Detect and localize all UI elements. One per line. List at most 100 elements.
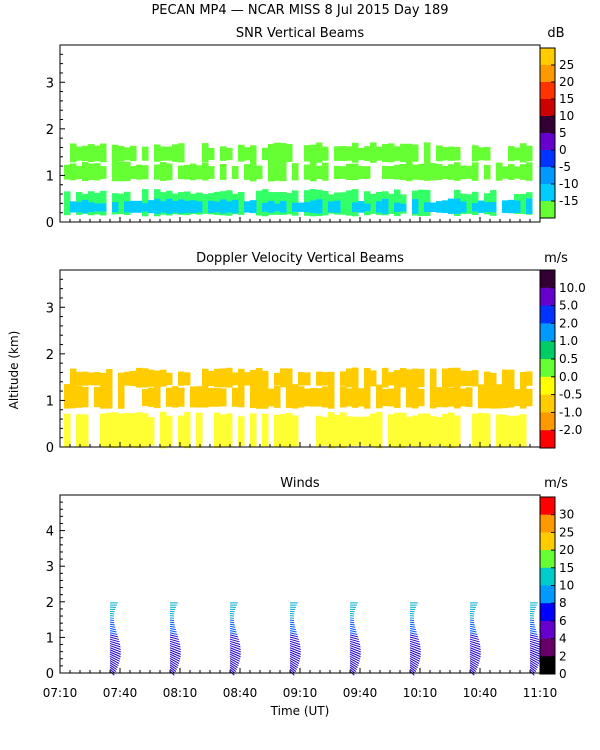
- wind-barb: [349, 623, 355, 626]
- y-tick-label: 0: [46, 216, 54, 231]
- heatmap-cell: [484, 202, 491, 213]
- colorbar-segment: [540, 150, 555, 168]
- heatmap-cell: [502, 384, 509, 409]
- heatmap-cell: [382, 198, 389, 214]
- heatmap-cell: [256, 190, 263, 216]
- heatmap-cell: [388, 193, 395, 214]
- wind-barb: [349, 638, 360, 643]
- doppler-colorbar: 10.0 5.0 2.0 1.0 0.5 0.0 -0.5 -1.0 -2.0: [539, 269, 586, 449]
- heatmap-cell: [208, 200, 215, 213]
- heatmap-cell: [394, 412, 401, 448]
- colorbar-label: 15: [559, 561, 574, 575]
- wind-barb: [229, 647, 241, 653]
- heatmap-cell: [310, 161, 317, 182]
- wind-barb: [169, 642, 181, 648]
- snr-unit-label: dB: [547, 26, 564, 41]
- heatmap-cell: [454, 384, 461, 409]
- colorbar-label: 8: [559, 596, 567, 610]
- heatmap-cell: [412, 164, 419, 180]
- wind-barb: [289, 651, 301, 658]
- heatmap-cell: [448, 198, 455, 214]
- heatmap-cell: [508, 416, 515, 447]
- y-tick-label: 0: [46, 441, 54, 456]
- x-tick-label: 08:40: [223, 686, 258, 700]
- heatmap-cell: [520, 193, 527, 214]
- wind-barb: [349, 636, 359, 640]
- heatmap-cell: [364, 166, 371, 179]
- heatmap-cell: [442, 386, 449, 408]
- heatmap-cell: [184, 164, 191, 180]
- wind-barb: [169, 640, 181, 645]
- wind-barb: [289, 655, 300, 662]
- heatmap-cell: [448, 412, 455, 449]
- x-tick-label: 09:10: [283, 686, 318, 700]
- heatmap-cell: [100, 413, 107, 448]
- wind-barb: [529, 630, 537, 633]
- heatmap-cell: [496, 414, 503, 448]
- colorbar-segment: [540, 99, 555, 117]
- heatmap-cell: [214, 412, 221, 448]
- heatmap-cell: [424, 413, 431, 448]
- wind-barb: [289, 632, 298, 635]
- y-tick-label: 1: [46, 631, 54, 646]
- heatmap-cell: [178, 199, 185, 214]
- heatmap-cell: [268, 161, 275, 182]
- heatmap-cell: [160, 146, 167, 161]
- heatmap-cell: [430, 384, 437, 409]
- heatmap-cell: [364, 146, 371, 161]
- y-tick-label: 3: [46, 76, 54, 91]
- heatmap-cell: [418, 413, 425, 448]
- doppler-x-axis: [59, 442, 541, 447]
- wind-barb: [289, 634, 299, 638]
- wind-barb: [409, 623, 415, 626]
- heatmap-cell: [172, 386, 179, 408]
- heatmap-cell: [316, 415, 323, 447]
- heatmap-cell: [412, 144, 419, 162]
- heatmap-cell: [250, 369, 257, 387]
- wind-barb: [289, 638, 300, 643]
- wind-barb: [109, 655, 120, 662]
- heatmap-cell: [94, 145, 101, 162]
- wind-barb: [469, 619, 475, 621]
- heatmap-cell: [358, 200, 365, 213]
- heatmap-cell: [112, 412, 119, 449]
- heatmap-cell: [454, 198, 461, 214]
- heatmap-cell: [70, 384, 77, 409]
- heatmap-cell: [364, 416, 371, 446]
- heatmap-cell: [310, 144, 317, 162]
- heatmap-cell: [166, 372, 173, 386]
- wind-barb: [529, 653, 541, 660]
- wind-barb: [169, 651, 181, 658]
- wind-barb: [409, 655, 420, 662]
- wind-barb: [349, 632, 358, 635]
- wind-barb: [409, 649, 421, 655]
- heatmap-cell: [208, 387, 215, 407]
- colorbar-label: 10: [559, 109, 574, 123]
- heatmap-cell: [124, 371, 131, 386]
- wind-barb: [289, 621, 295, 624]
- wind-barb: [229, 625, 236, 628]
- wind-barb: [349, 657, 360, 664]
- wind-barb: [109, 625, 116, 628]
- wind-barb: [169, 647, 181, 653]
- heatmap-cell: [436, 417, 443, 446]
- heatmap-cell: [196, 386, 203, 408]
- heatmap-cell: [274, 414, 281, 447]
- heatmap-cell: [472, 370, 479, 387]
- heatmap-cell: [388, 414, 395, 448]
- snr-y-axis: 0 1 2 3: [46, 53, 65, 231]
- heatmap-cell: [448, 146, 455, 161]
- wind-barb: [289, 657, 300, 664]
- wind-barb: [169, 623, 175, 626]
- heatmap-cell: [340, 412, 347, 449]
- wind-barb: [229, 657, 240, 664]
- heatmap-cell: [460, 370, 467, 387]
- heatmap-cell: [298, 202, 305, 212]
- wind-barb: [409, 662, 418, 669]
- wind-barb: [469, 660, 479, 667]
- heatmap-cell: [100, 190, 107, 216]
- heatmap-cell: [412, 368, 419, 388]
- heatmap-cell: [508, 146, 515, 161]
- heatmap-cell: [220, 414, 227, 447]
- heatmap-cell: [352, 142, 359, 163]
